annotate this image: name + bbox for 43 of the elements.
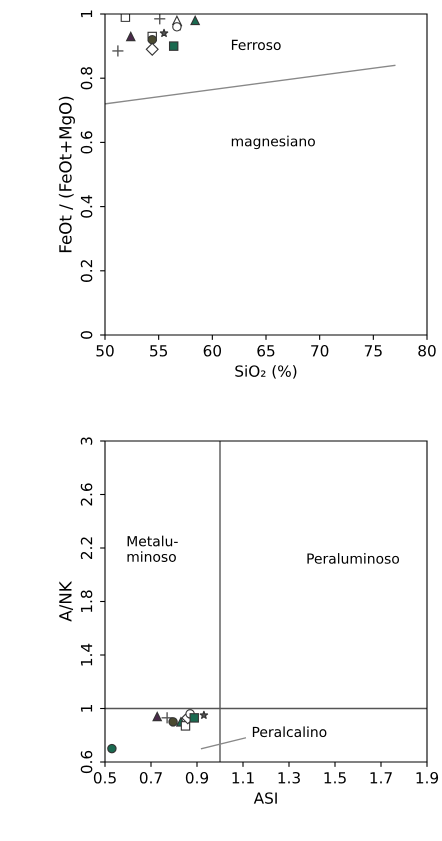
x-tick-label: 70 xyxy=(311,344,328,357)
annotation: Peraluminoso xyxy=(307,553,400,564)
x-tick-label: 55 xyxy=(150,345,168,357)
x-tick-label: 0.7 xyxy=(140,772,162,784)
x-axis-title: ASI xyxy=(254,792,277,804)
y-tick-label: 1.8 xyxy=(80,590,92,612)
point xyxy=(152,712,162,722)
x-tick-label: 60 xyxy=(204,344,222,357)
x-tick-label: 1.5 xyxy=(324,772,346,784)
y-tick-label: 0 xyxy=(80,331,92,339)
y-tick-label: 0.2 xyxy=(80,260,92,282)
x-tick-label: 80 xyxy=(418,344,436,357)
y-tick-label: 1 xyxy=(80,10,92,18)
y-axis-title: A/NK xyxy=(59,580,74,622)
x-tick-label: 1.7 xyxy=(370,772,392,784)
y-tick-label: 2.2 xyxy=(80,537,92,560)
y-tick-label: 2.6 xyxy=(80,483,92,506)
y-tick-label: 3 xyxy=(80,437,92,445)
y-tick-label: 0.6 xyxy=(80,131,92,154)
x-axis-title: SiO₂ (%) xyxy=(235,365,296,379)
y-tick-label: 0.6 xyxy=(80,750,92,774)
point xyxy=(199,710,208,720)
x-tick-label: 1.9 xyxy=(416,772,438,784)
y-tick-label: 0.8 xyxy=(80,67,92,90)
point xyxy=(190,713,199,723)
x-tick-label: 50 xyxy=(96,344,114,357)
annotation: Peralcalino xyxy=(252,726,326,738)
x-tick-label: 1.3 xyxy=(278,772,300,784)
y-axis-title: FeOt / (FeOt+MgO) xyxy=(58,96,75,252)
annotation: Ferroso xyxy=(232,40,281,50)
x-tick-label: 0.5 xyxy=(94,772,116,784)
y-tick-label: 1.4 xyxy=(80,644,92,666)
y-tick-label: 0.4 xyxy=(80,195,92,218)
x-tick-label: 1.1 xyxy=(232,772,254,784)
x-tick-label: 0.9 xyxy=(186,772,208,784)
x-tick-label: 65 xyxy=(257,344,274,357)
annotation: magnesiano xyxy=(232,136,315,150)
x-tick-label: 75 xyxy=(364,345,382,357)
point xyxy=(168,717,178,727)
point xyxy=(107,744,117,754)
y-tick-label: 1 xyxy=(80,705,92,712)
point xyxy=(160,712,174,724)
annotation: Metalu- minoso xyxy=(128,536,178,562)
